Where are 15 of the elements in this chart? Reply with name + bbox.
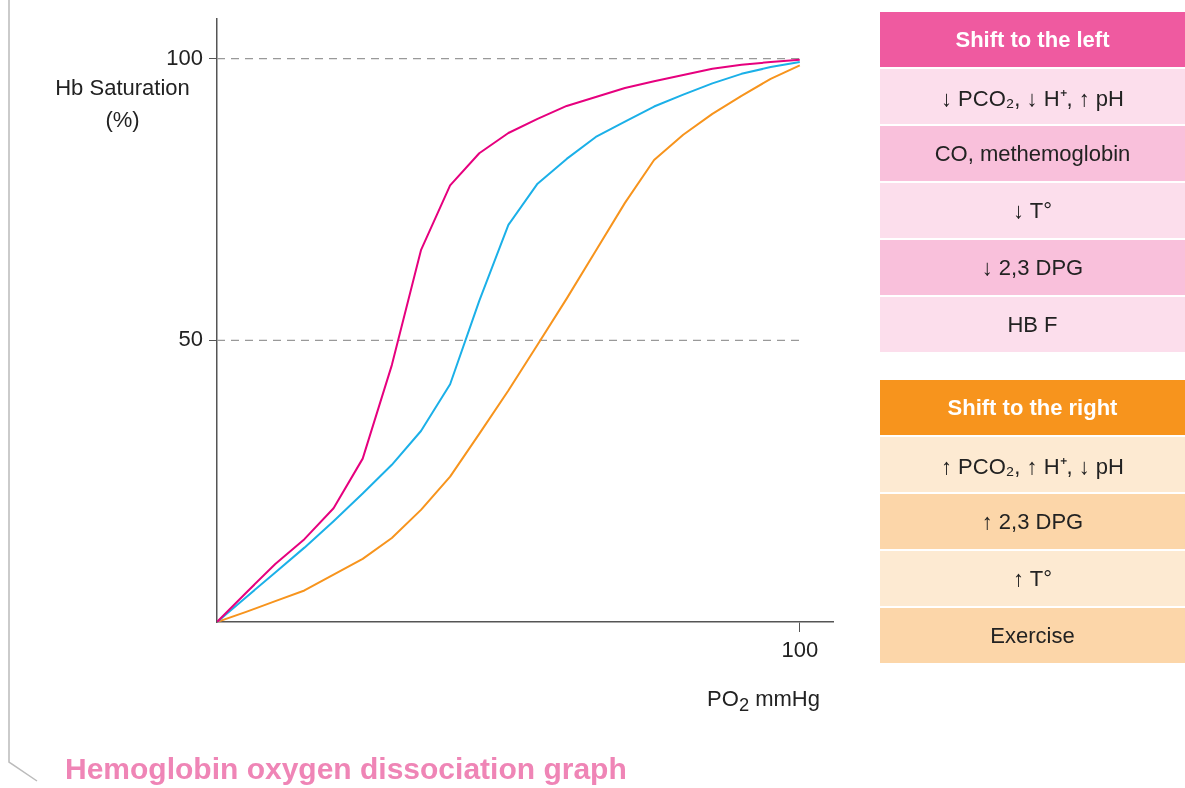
y-axis-title: Hb Saturation (%) xyxy=(55,74,190,134)
text: Hemoglobin oxygen dissociation graph xyxy=(65,752,627,786)
text: HB F xyxy=(880,297,1185,352)
text: ↓ 2,3 DPG xyxy=(880,240,1185,295)
text: Shift to the right xyxy=(880,380,1185,435)
text: CO, methemoglobin xyxy=(880,126,1185,181)
text: Exercise xyxy=(880,608,1185,663)
text: ↓ T° xyxy=(880,183,1185,238)
text: ↑ T° xyxy=(880,551,1185,606)
x-axis-title: PO$_{2}$ mmHg xyxy=(706,686,820,717)
text: ↑ 2,3 DPG xyxy=(880,494,1185,549)
y-tick-label: 50 xyxy=(178,326,203,352)
text: ↑ PCO₂, ↑ H⁺, ↓ pH xyxy=(880,437,1185,492)
text: ↓ PCO₂, ↓ H⁺, ↑ pH xyxy=(880,69,1185,124)
text: Shift to the left xyxy=(880,12,1185,67)
